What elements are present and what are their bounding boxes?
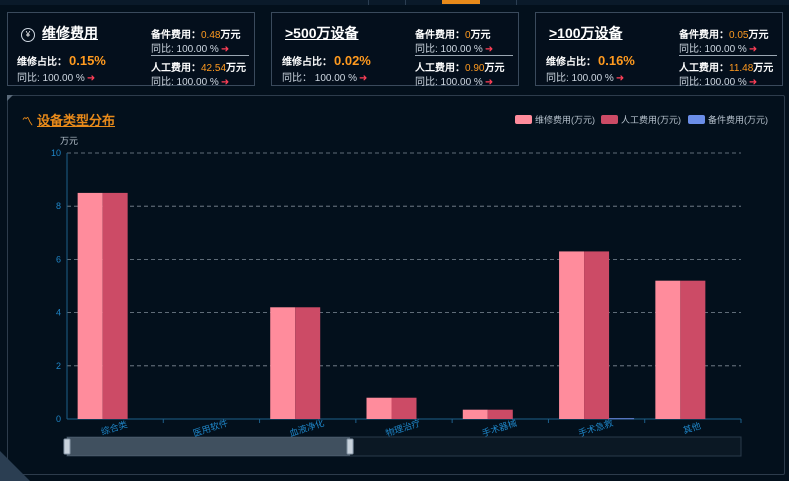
nav-divider: [516, 0, 517, 5]
bar-repair: [655, 280, 681, 419]
zoom-selection[interactable]: [67, 437, 351, 456]
nav-divider: [368, 0, 369, 5]
trend-icon: 〽: [22, 116, 33, 128]
ratio-value: 0.16%: [598, 53, 635, 68]
over-500k-equipment-card[interactable]: >500万设备 维修占比： 0.02% 同比： 100.00 % ➜ 备件费用：0万…: [271, 12, 519, 88]
labor-yoy: 同比: 100.00 % ➜: [679, 77, 758, 88]
up-arrow-icon: ➜: [359, 73, 368, 84]
bar-repair: [77, 192, 103, 419]
y-tick-label: 4: [56, 308, 61, 318]
maintenance-ratio: 维修占比： 0.16%: [546, 53, 635, 68]
bar-repair: [559, 251, 585, 419]
bar-labor: [391, 397, 417, 419]
parts-yoy: 同比: 100.00 % ➜: [415, 44, 494, 55]
legend-swatch: [515, 115, 532, 124]
panel-corner-decoration: [7, 95, 13, 101]
maintenance-cost-card[interactable]: ¥ 维修费用 维修占比： 0.15% 同比: 100.00 % ➜ 备件费用：0.48…: [7, 12, 255, 88]
ratio-yoy: 同比： 100.00 % ➜: [282, 73, 368, 84]
ratio-value: 0.02%: [334, 53, 371, 68]
legend-item-labor[interactable]: 人工费用(万元): [601, 113, 681, 126]
card-divider: [151, 55, 249, 56]
x-tick-label: 手术急救: [577, 417, 615, 439]
labor-yoy: 同比: 100.00 % ➜: [415, 77, 494, 88]
card-divider: [415, 55, 513, 56]
y-tick-label: 10: [51, 148, 61, 158]
parts-cost: 备件费用：0万元: [415, 30, 491, 41]
bar-repair: [462, 409, 488, 419]
ratio-value: 0.15%: [69, 53, 106, 68]
card-title: ¥ 维修费用: [21, 23, 98, 43]
chart-title[interactable]: 〽设备类型分布: [22, 113, 116, 128]
labor-cost: 人工费用：42.54万元: [151, 63, 247, 74]
y-axis-unit: 万元: [60, 136, 79, 146]
up-arrow-icon: ➜: [748, 44, 758, 55]
labor-cost: 人工费用：0.90万元: [415, 63, 505, 74]
up-arrow-icon: ➜: [484, 77, 494, 88]
up-arrow-icon: ➜: [220, 77, 230, 88]
x-tick-label: 血液净化: [288, 417, 326, 439]
y-tick-label: 2: [56, 361, 61, 371]
over-100k-equipment-card[interactable]: >100万设备 维修占比： 0.16% 同比: 100.00 % ➜ 备件费用：0.…: [535, 12, 783, 88]
maintenance-ratio: 维修占比： 0.02%: [282, 53, 371, 68]
bar-labor: [680, 280, 706, 419]
up-arrow-icon: ➜: [748, 77, 758, 88]
top-nav-strip: [0, 0, 789, 5]
x-tick-label: 手术器械: [480, 417, 518, 439]
maintenance-ratio: 维修占比： 0.15%: [17, 53, 106, 68]
y-tick-label: 8: [56, 201, 61, 211]
y-tick-label: 6: [56, 254, 61, 264]
legend-item-repair[interactable]: 维修费用(万元): [515, 113, 595, 126]
up-arrow-icon: ➜: [615, 73, 625, 84]
bar-labor: [295, 307, 321, 419]
panel-corner-decoration: [0, 451, 30, 481]
legend-swatch: [601, 115, 618, 124]
active-nav-indicator: [442, 0, 480, 4]
y-tick-label: 0: [56, 414, 61, 424]
zoom-handle-start[interactable]: [63, 438, 71, 455]
card-divider: [679, 55, 777, 56]
bar-repair: [366, 397, 392, 419]
x-tick-label: 其他: [682, 420, 703, 436]
up-arrow-icon: ➜: [86, 73, 96, 84]
parts-cost: 备件费用：0.05万元: [679, 30, 769, 41]
up-arrow-icon: ➜: [220, 44, 230, 55]
x-tick-label: 物理治疗: [384, 417, 422, 439]
parts-yoy: 同比: 100.00 % ➜: [679, 44, 758, 55]
yen-icon: ¥: [21, 28, 35, 42]
bar-labor: [102, 192, 128, 419]
bar-repair: [270, 307, 296, 419]
legend-swatch: [688, 115, 705, 124]
zoom-handle-end[interactable]: [346, 438, 354, 455]
labor-yoy: 同比: 100.00 % ➜: [151, 77, 230, 88]
labor-cost: 人工费用：11.48万元: [679, 63, 774, 74]
nav-divider: [405, 0, 406, 5]
up-arrow-icon: ➜: [484, 44, 494, 55]
ratio-yoy: 同比: 100.00 % ➜: [546, 73, 625, 84]
card-title: >500万设备: [285, 25, 359, 41]
legend-item-parts[interactable]: 备件费用(万元): [688, 113, 768, 126]
ratio-yoy: 同比: 100.00 % ➜: [17, 73, 96, 84]
bar-labor: [487, 409, 513, 419]
bar-parts: [609, 418, 635, 420]
parts-cost: 备件费用：0.48万元: [151, 30, 241, 41]
bar-labor: [584, 251, 610, 419]
parts-yoy: 同比: 100.00 % ➜: [151, 44, 230, 55]
x-tick-label: 综合类: [100, 418, 129, 437]
card-title: >100万设备: [549, 25, 623, 41]
x-tick-label: 医用软件: [192, 417, 230, 439]
